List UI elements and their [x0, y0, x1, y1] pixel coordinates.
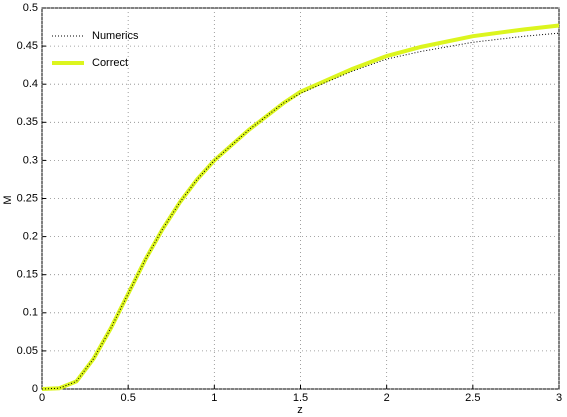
- y-tick-label: 0.3: [23, 154, 38, 166]
- y-tick-label: 0: [32, 383, 38, 395]
- x-tick-label: 2: [384, 392, 390, 404]
- x-tick-label: 3: [556, 392, 562, 404]
- y-tick-label: 0.2: [23, 231, 38, 243]
- x-axis-label: z: [297, 404, 303, 416]
- y-tick-label: 0.4: [23, 78, 38, 90]
- y-tick-label: 0.15: [17, 269, 38, 281]
- x-tick-label: 1: [211, 392, 217, 404]
- legend-label: Correct: [92, 57, 128, 69]
- y-tick-label: 0.45: [17, 40, 38, 52]
- y-tick-label: 0.35: [17, 116, 38, 128]
- x-tick-label: 2.5: [465, 392, 480, 404]
- legend-label: Numerics: [92, 30, 139, 42]
- plot-area: [41, 7, 560, 390]
- x-tick-label: 0: [39, 392, 45, 404]
- y-tick-label: 0.05: [17, 345, 38, 357]
- y-tick-label: 0.25: [17, 192, 38, 204]
- y-tick-label: 0.1: [23, 307, 38, 319]
- series-line: [41, 32, 560, 390]
- y-axis-label: M: [2, 195, 14, 204]
- x-tick-label: 0.5: [121, 392, 136, 404]
- x-tick-label: 1.5: [293, 392, 308, 404]
- y-tick-label: 0.5: [23, 2, 38, 14]
